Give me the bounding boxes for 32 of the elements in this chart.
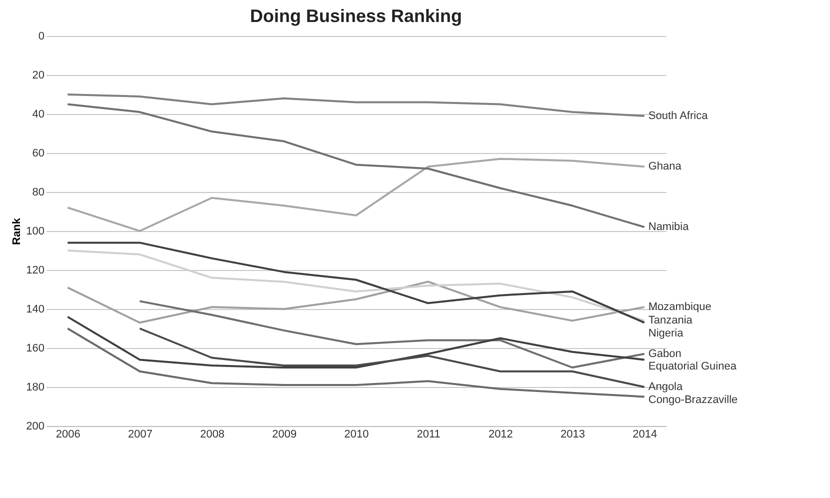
- x-tick-label: 2007: [128, 428, 152, 440]
- series-label: Tanzania: [648, 314, 694, 327]
- y-tick-label: 200: [26, 420, 44, 432]
- series-label: Equatorial Guinea: [648, 360, 738, 373]
- y-tick-label: 140: [26, 304, 44, 316]
- y-tick-label: 180: [26, 382, 44, 394]
- x-tick-label: 2012: [488, 428, 513, 440]
- y-tick-label: 160: [26, 342, 44, 354]
- y-axis-title: Rank: [11, 217, 24, 245]
- x-tick-label: 2014: [632, 428, 658, 440]
- x-tick-label: 2006: [56, 428, 80, 440]
- x-tick-label: 2009: [272, 428, 297, 440]
- y-tick-label: 60: [32, 148, 44, 160]
- series-label: Namibia: [648, 221, 690, 234]
- series-label: South Africa: [648, 110, 709, 122]
- y-tick-label: 0: [38, 30, 44, 42]
- y-tick-label: 20: [32, 70, 44, 82]
- series-label: Nigeria: [648, 328, 684, 340]
- series-label: Ghana: [648, 160, 682, 173]
- x-tick-label: 2013: [560, 428, 586, 440]
- y-tick-label: 80: [32, 186, 44, 198]
- chart-title: Doing Business Ranking: [250, 6, 462, 26]
- series-label: Angola: [648, 381, 684, 393]
- series-label: Gabon: [648, 348, 682, 360]
- series-label: Mozambique: [648, 301, 712, 314]
- x-tick-label: 2010: [344, 428, 369, 440]
- y-tick-label: 40: [32, 108, 44, 120]
- x-tick-label: 2011: [416, 428, 440, 440]
- y-tick-label: 120: [26, 264, 44, 276]
- y-tick-label: 100: [26, 226, 44, 238]
- x-tick-label: 2008: [200, 428, 225, 440]
- series-label: Congo-Brazzaville: [648, 394, 738, 406]
